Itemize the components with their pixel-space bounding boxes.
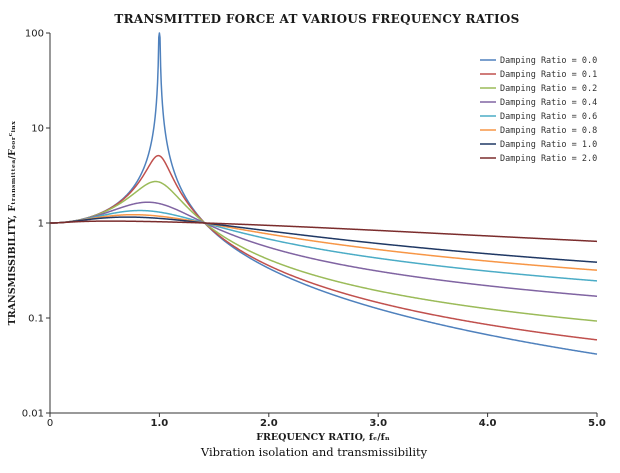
series-line-damping-2 [49,220,598,243]
y-ticks: 0.01 0.1 1 10 100 [22,29,50,420]
series-line-damping-0-8 [49,213,598,271]
legend-label: Damping Ratio = 0.1 [500,70,597,80]
y-axis-label: TRANSMISSIBILITY, Fₜᵣₐₙₛₘᵢₜₜₑₐ/Fₒₒᵣᶜᵢₙₓ [7,120,18,325]
chart-title: TRANSMITTED FORCE AT VARIOUS FREQUENCY R… [114,12,519,26]
chart-caption: Vibration isolation and transmissibility [200,445,428,459]
x-tick-label: 3.0 [369,418,387,429]
x-tick-label: 1.0 [151,418,169,429]
legend-label: Damping Ratio = 0.8 [500,126,597,136]
series-line-damping-0 [49,32,598,355]
x-tick-label: 5.0 [588,418,606,429]
legend-label: Damping Ratio = 2.0 [500,154,597,164]
legend-label: Damping Ratio = 0.4 [500,98,597,108]
series-line-damping-0-4 [49,201,598,297]
legend-label: Damping Ratio = 0.6 [500,112,597,122]
series-line-damping-0-2 [49,180,598,322]
y-tick-label: 1 [38,219,44,230]
y-tick-label: 10 [31,124,44,135]
legend-label: Damping Ratio = 0.2 [500,84,597,94]
y-tick-label: 0.1 [28,314,44,325]
series-lines [49,32,598,355]
series-line-damping-0-1 [49,154,598,341]
y-tick-label: 0.01 [22,409,44,420]
legend-label: Damping Ratio = 1.0 [500,140,597,150]
y-tick-label: 100 [25,29,44,40]
x-tick-label: 2.0 [260,418,278,429]
legend-label: Damping Ratio = 0.0 [500,56,597,66]
x-axis-label: FREQUENCY RATIO, fₑ/fₙ [256,432,389,443]
legend: Damping Ratio = 0.0 Damping Ratio = 0.1 Da… [480,56,597,164]
series-line-damping-1 [49,216,598,263]
x-tick-label: 0 [47,418,53,429]
x-tick-label: 4.0 [479,418,497,429]
x-ticks: 0 1.0 2.0 3.0 4.0 5.0 [47,413,606,429]
series-line-damping-0-6 [49,209,598,282]
